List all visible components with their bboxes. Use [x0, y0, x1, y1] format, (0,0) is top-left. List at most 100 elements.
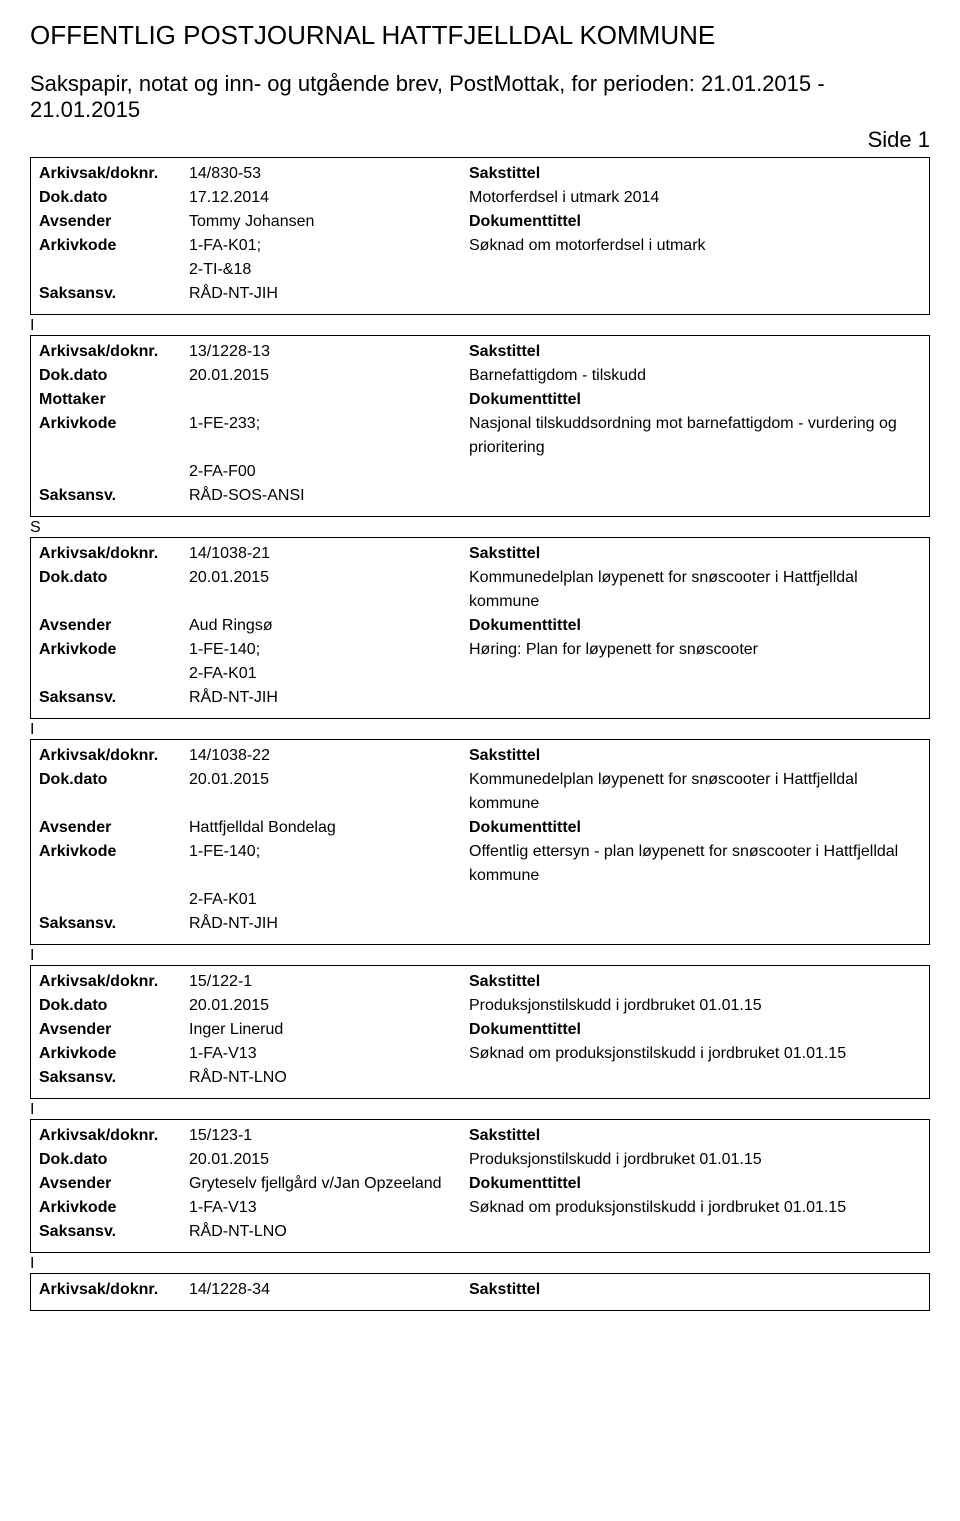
saksansv-label: Saksansv. [39, 1220, 189, 1244]
empty-label [39, 460, 189, 484]
empty-right [469, 912, 921, 936]
saksansv-value: RÅD-NT-JIH [189, 282, 469, 306]
record-box: Arkivsak/doknr.15/123-1Sakstittel Dok.dat… [30, 1119, 930, 1253]
dokdato-label: Dok.dato [39, 994, 189, 1018]
dokumenttittel-label: Dokumenttittel [469, 617, 581, 634]
arkivkode-label: Arkivkode [39, 840, 189, 888]
record-box: Arkivsak/doknr.15/122-1Sakstittel Dok.dat… [30, 965, 930, 1099]
party-value: Aud Ringsø [189, 614, 469, 638]
side-label: Side 1 [30, 127, 930, 153]
dokumenttittel-label: Dokumenttittel [469, 1175, 581, 1192]
sakstittel-label: Sakstittel [469, 1127, 540, 1144]
empty-label [39, 662, 189, 686]
record-box: Arkivsak/doknr.13/1228-13SakstittelDok.d… [30, 335, 930, 517]
dokdato-label: Dok.dato [39, 1148, 189, 1172]
party-label: Avsender [39, 1172, 189, 1196]
sakstittel-label: Sakstittel [469, 747, 540, 764]
party-value [189, 388, 469, 412]
sakstittel-label: Sakstittel [469, 973, 540, 990]
record-box: Arkivsak/doknr.14/830-53SakstittelDok.da… [30, 157, 930, 315]
saksansv-value: RÅD-NT-LNO [189, 1220, 469, 1244]
dokumenttittel-label: Dokumenttittel [469, 213, 581, 230]
saksansv-label: Saksansv. [39, 912, 189, 936]
arkivsak-label: Arkivsak/doknr. [39, 162, 189, 186]
arkivsak-label: Arkivsak/doknr. [39, 542, 189, 566]
arkivkode-value2: 2-TI-&18 [189, 258, 469, 282]
empty-right [469, 460, 921, 484]
dokdato-label: Dok.dato [39, 768, 189, 816]
empty-label [39, 258, 189, 282]
arkivkode-value2: 2-FA-F00 [189, 460, 469, 484]
empty-label [39, 888, 189, 912]
party-label: Avsender [39, 614, 189, 638]
arkivkode-value: 1-FE-233; [189, 412, 469, 460]
subtitle: Sakspapir, notat og inn- og utgående bre… [30, 71, 930, 123]
arkivsak-label: Arkivsak/doknr. [39, 970, 189, 994]
arkivsak-value: 13/1228-13 [189, 340, 469, 364]
arkivkode-label: Arkivkode [39, 1196, 189, 1220]
arkivkode-value: 1-FA-V13 [189, 1196, 469, 1220]
dokumenttittel-value: Høring: Plan for løypenett for snøscoote… [469, 638, 921, 662]
arkivkode-value2: 2-FA-K01 [189, 662, 469, 686]
sakstittel-value: Kommunedelplan løypenett for snøscooter … [469, 768, 921, 816]
record-box: Arkivsak/doknr.14/1038-22SakstittelDok.d… [30, 739, 930, 945]
record-type-letter: I [30, 317, 930, 335]
dokdato-value: 20.01.2015 [189, 768, 469, 816]
saksansv-label: Saksansv. [39, 1066, 189, 1090]
party-value: Hattfjelldal Bondelag [189, 816, 469, 840]
dokumenttittel-value: Nasjonal tilskuddsordning mot barnefatti… [469, 412, 921, 460]
party-label: Avsender [39, 1018, 189, 1042]
party-label: Mottaker [39, 388, 189, 412]
sakstittel-label: Sakstittel [469, 1281, 540, 1298]
dokdato-value: 20.01.2015 [189, 364, 469, 388]
sakstittel-label: Sakstittel [469, 165, 540, 182]
arkivsak-value: 15/122-1 [189, 970, 469, 994]
saksansv-value: RÅD-SOS-ANSI [189, 484, 469, 508]
record-box-partial: Arkivsak/doknr. 14/1228-34 Sakstittel [30, 1273, 930, 1311]
sakstittel-value: Motorferdsel i utmark 2014 [469, 186, 921, 210]
empty-right [469, 258, 921, 282]
record-type-letter: I [30, 721, 930, 739]
sakstittel-value: Kommunedelplan løypenett for snøscooter … [469, 566, 921, 614]
sakstittel-value: Produksjonstilskudd i jordbruket 01.01.1… [469, 994, 921, 1018]
empty-right [469, 662, 921, 686]
record-type-letter: I [30, 947, 930, 965]
record-type-letter: S [30, 519, 930, 537]
dokumenttittel-value: Søknad om produksjonstilskudd i jordbruk… [469, 1196, 921, 1220]
dokdato-value: 20.01.2015 [189, 566, 469, 614]
arkivkode-value: 1-FE-140; [189, 638, 469, 662]
sakstittel-label: Sakstittel [469, 343, 540, 360]
empty-right [469, 888, 921, 912]
arkivsak-label: Arkivsak/doknr. [39, 744, 189, 768]
arkivkode-value: 1-FA-V13 [189, 1042, 469, 1066]
sakstittel-value: Barnefattigdom - tilskudd [469, 364, 921, 388]
saksansv-value: RÅD-NT-JIH [189, 686, 469, 710]
arkivkode-label: Arkivkode [39, 1042, 189, 1066]
saksansv-label: Saksansv. [39, 282, 189, 306]
arkivsak-label: Arkivsak/doknr. [39, 1124, 189, 1148]
arkivsak-value: 14/830-53 [189, 162, 469, 186]
dokumenttittel-value: Søknad om motorferdsel i utmark [469, 234, 921, 258]
arkivsak-value: 15/123-1 [189, 1124, 469, 1148]
dokdato-value: 17.12.2014 [189, 186, 469, 210]
saksansv-value: RÅD-NT-LNO [189, 1066, 469, 1090]
dokdato-value: 20.01.2015 [189, 994, 469, 1018]
record-type-letter: I [30, 1255, 930, 1273]
party-value: Inger Linerud [189, 1018, 469, 1042]
party-value: Tommy Johansen [189, 210, 469, 234]
arkivsak-value: 14/1228-34 [189, 1278, 469, 1302]
arkivsak-label: Arkivsak/doknr. [39, 1278, 189, 1302]
saksansv-label: Saksansv. [39, 484, 189, 508]
arkivkode-label: Arkivkode [39, 638, 189, 662]
arkivkode-value2: 2-FA-K01 [189, 888, 469, 912]
dokdato-value: 20.01.2015 [189, 1148, 469, 1172]
party-label: Avsender [39, 816, 189, 840]
sakstittel-value: Produksjonstilskudd i jordbruket 01.01.1… [469, 1148, 921, 1172]
arkivkode-value: 1-FE-140; [189, 840, 469, 888]
party-value: Gryteselv fjellgård v/Jan Opzeeland [189, 1172, 469, 1196]
arkivsak-value: 14/1038-21 [189, 542, 469, 566]
saksansv-label: Saksansv. [39, 686, 189, 710]
dokumenttittel-label: Dokumenttittel [469, 391, 581, 408]
empty-right [469, 484, 921, 508]
record-type-letter: I [30, 1101, 930, 1119]
